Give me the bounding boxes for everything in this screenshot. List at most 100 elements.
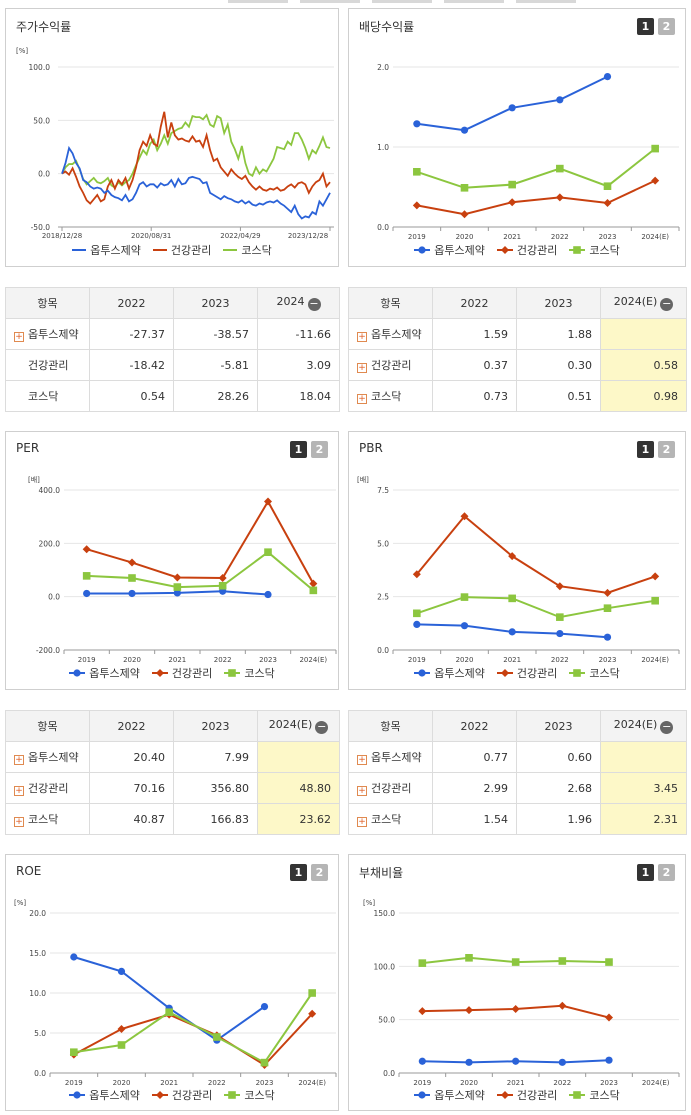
data-point: [418, 1057, 426, 1065]
view-2-button[interactable]: 2: [311, 441, 328, 458]
legend-swatch: [414, 1091, 431, 1099]
data-point: [460, 512, 469, 521]
series-line: [61, 145, 331, 220]
expand-row-icon[interactable]: +: [357, 786, 367, 796]
view-1-button[interactable]: 1: [290, 864, 307, 881]
chart-legend: 옵투스제약 건강관리 코스닥: [6, 1087, 338, 1103]
data-point: [218, 581, 227, 590]
view-1-button[interactable]: 1: [637, 864, 654, 881]
column-header: 2022: [432, 710, 517, 742]
data-point: [73, 669, 81, 677]
legend-item: 코스닥: [569, 1087, 620, 1103]
x-tick-label: 2021: [503, 656, 521, 664]
expand-row-icon[interactable]: +: [357, 817, 367, 827]
view-2-button[interactable]: 2: [658, 18, 675, 35]
collapse-column-icon[interactable]: −: [660, 720, 674, 734]
row-name-label: 건강관리: [371, 359, 412, 372]
value-cell: -38.57: [173, 318, 258, 350]
legend-swatch: [224, 1091, 241, 1099]
data-point: [117, 967, 126, 975]
column-header: 항목: [5, 287, 90, 319]
view-2-button[interactable]: 2: [658, 441, 675, 458]
value-cell: 0.54: [89, 380, 174, 412]
chart-legend: 옵투스제약 건강관리 코스닥: [6, 242, 338, 258]
value-cell: [600, 741, 687, 773]
data-point: [465, 954, 473, 962]
row-name-cell: + 코스닥: [5, 803, 90, 835]
data-point: [556, 164, 564, 173]
table-row: + 코스닥 1.54 1.96 2.31: [348, 803, 687, 835]
data-point: [308, 989, 316, 997]
row-name-cell: + 옵투스제약: [348, 318, 433, 350]
collapse-column-icon[interactable]: −: [660, 297, 674, 311]
x-tick-label: 2023: [599, 233, 617, 241]
view-2-button[interactable]: 2: [311, 864, 328, 881]
column-header-label: 항목: [37, 720, 58, 733]
row-name-label: 옵투스제약: [371, 751, 422, 764]
data-point: [82, 545, 91, 554]
value-cell: 1.54: [432, 803, 517, 835]
legend-item: 건강관리: [496, 665, 557, 681]
series-line: [73, 956, 266, 1042]
table-row: + 옵투스제약 0.77 0.60: [348, 741, 687, 773]
table-row: 코스닥 0.54 28.26 18.04: [5, 380, 340, 412]
legend-label: 코스닥: [589, 244, 620, 257]
x-tick-label: 2022: [551, 233, 569, 241]
row-name-cell: + 코스닥: [348, 803, 433, 835]
x-tick-label: 2022: [214, 656, 232, 664]
data-point: [413, 120, 421, 128]
expand-row-icon[interactable]: +: [14, 786, 24, 796]
row-name-cell: + 옵투스제약: [5, 318, 90, 350]
data-point: [603, 633, 612, 641]
view-1-button[interactable]: 1: [637, 18, 654, 35]
data-point: [573, 246, 582, 254]
legend-swatch: [69, 1091, 86, 1099]
view-1-button[interactable]: 1: [290, 441, 307, 458]
legend-label: 코스닥: [244, 1089, 275, 1102]
table-row: + 건강관리 0.37 0.30 0.58: [348, 349, 687, 381]
collapse-column-icon[interactable]: −: [315, 720, 329, 734]
row-name-label: 옵투스제약: [371, 328, 422, 341]
expand-row-icon[interactable]: +: [357, 394, 367, 404]
view-2-button[interactable]: 2: [658, 864, 675, 881]
column-header: 2023: [173, 287, 258, 319]
x-tick-label: 2022: [208, 1079, 226, 1087]
data-point: [128, 589, 136, 598]
data-point: [308, 1009, 317, 1018]
view-1-button[interactable]: 1: [637, 441, 654, 458]
data-point: [418, 959, 427, 967]
y-tick-label: 0.0: [38, 170, 50, 179]
data-point: [260, 1058, 269, 1067]
value-cell: 23.62: [257, 803, 340, 835]
data-point: [83, 589, 91, 598]
legend-label: 옵투스제약: [90, 244, 141, 257]
column-header: 2022: [432, 287, 517, 319]
row-name-cell: + 옵투스제약: [348, 741, 433, 773]
expand-row-icon[interactable]: +: [357, 755, 367, 765]
value-cell: 356.80: [173, 772, 258, 804]
y-tick-label: 7.5: [377, 486, 389, 495]
expand-row-icon[interactable]: +: [14, 817, 24, 827]
data-point: [460, 126, 469, 134]
data-point: [651, 596, 659, 605]
data-point: [155, 669, 164, 677]
legend-label: 코스닥: [241, 244, 272, 257]
expand-row-icon[interactable]: +: [357, 332, 367, 342]
expand-row-icon[interactable]: +: [14, 332, 24, 342]
expand-row-icon[interactable]: +: [14, 755, 24, 765]
x-tick-label: 2020: [123, 656, 141, 664]
column-header: 항목: [348, 710, 433, 742]
x-tick-label: 2022: [551, 656, 569, 664]
value-cell: 0.37: [432, 349, 517, 381]
legend-swatch: [569, 1091, 586, 1099]
data-point: [556, 613, 564, 621]
data-point: [413, 609, 421, 618]
x-tick-label: 2018/12/28: [42, 232, 82, 240]
column-header-label: 2022: [117, 296, 146, 310]
legend-item: 옵투스제약: [69, 665, 140, 681]
x-tick-label: 2023: [599, 656, 617, 664]
expand-row-icon[interactable]: +: [357, 363, 367, 373]
collapse-column-icon[interactable]: −: [307, 297, 321, 311]
